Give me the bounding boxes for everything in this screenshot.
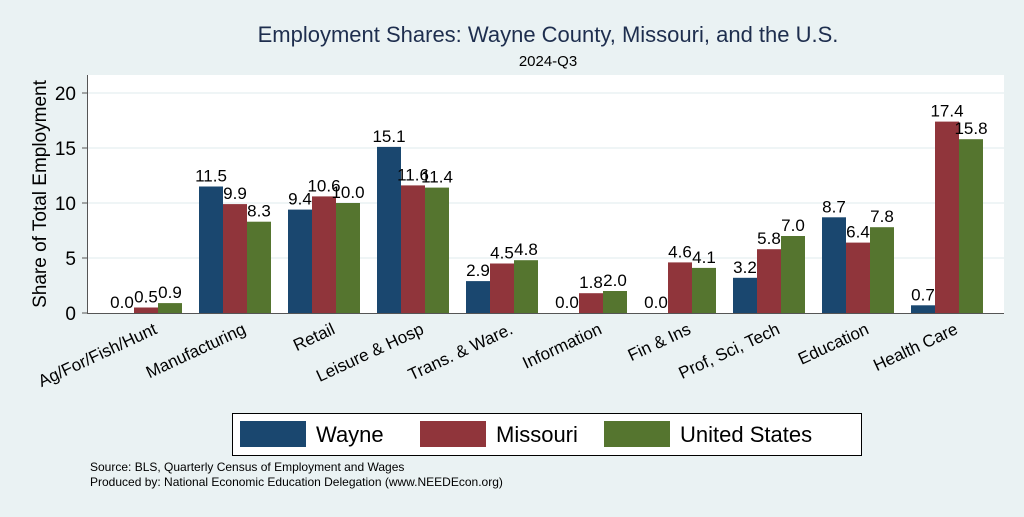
- bar-wayne: [377, 146, 401, 313]
- bar-united-states: [781, 236, 805, 313]
- data-label: 0.0: [110, 293, 134, 312]
- bar-united-states: [603, 291, 627, 313]
- legend-label: Wayne: [316, 422, 384, 447]
- data-label: 0.0: [644, 293, 668, 312]
- data-label: 0.5: [134, 288, 158, 307]
- data-label: 4.8: [514, 240, 538, 259]
- bar-missouri: [401, 185, 425, 313]
- data-label: 0.0: [555, 293, 579, 312]
- bar-wayne: [466, 281, 490, 313]
- bar-missouri: [935, 121, 959, 313]
- bar-missouri: [757, 249, 781, 313]
- bar-wayne: [199, 186, 223, 313]
- bar-wayne: [288, 209, 312, 313]
- data-label: 7.0: [781, 216, 805, 235]
- bar-united-states: [247, 221, 271, 313]
- data-label: 1.8: [579, 273, 603, 292]
- bar-united-states: [336, 203, 360, 313]
- y-tick-label: 0: [65, 304, 76, 325]
- legend-label: United States: [680, 422, 812, 447]
- bar-missouri: [846, 242, 870, 313]
- data-label: 4.1: [692, 248, 716, 267]
- y-tick-label: 20: [55, 84, 76, 105]
- data-label: 15.1: [372, 127, 405, 146]
- data-label: 0.9: [158, 283, 182, 302]
- legend-swatch: [420, 421, 486, 447]
- data-label: 8.3: [247, 202, 271, 221]
- bar-wayne: [822, 217, 846, 313]
- data-label: 11.6: [397, 165, 429, 184]
- source-note: Source: BLS, Quarterly Census of Employm…: [90, 460, 404, 474]
- data-label: 8.7: [822, 197, 846, 216]
- data-label: 10.6: [307, 176, 340, 195]
- bar-missouri: [668, 262, 692, 313]
- bar-wayne: [911, 305, 935, 313]
- chart-title: Employment Shares: Wayne County, Missour…: [258, 22, 839, 47]
- bar-united-states: [514, 260, 538, 313]
- data-label: 10.0: [331, 183, 364, 202]
- bar-united-states: [692, 267, 716, 313]
- bar-united-states: [959, 139, 983, 313]
- legend-label: Missouri: [496, 422, 578, 447]
- data-label: 3.2: [733, 258, 757, 277]
- bar-missouri: [134, 307, 158, 313]
- y-axis-label: Share of Total Employment: [30, 79, 51, 307]
- legend-swatch: [240, 421, 306, 447]
- data-label: 5.8: [757, 229, 781, 248]
- data-label: 15.8: [954, 119, 987, 138]
- bar-missouri: [579, 293, 603, 313]
- data-label: 2.0: [603, 271, 627, 290]
- chart-subtitle: 2024-Q3: [519, 53, 577, 70]
- data-label: 9.9: [223, 184, 247, 203]
- y-tick-label: 5: [65, 249, 76, 270]
- data-label: 9.4: [288, 190, 312, 209]
- y-tick-label: 10: [55, 194, 76, 215]
- data-label: 4.5: [490, 244, 514, 263]
- y-tick-label: 15: [55, 139, 76, 160]
- data-label: 2.9: [466, 261, 490, 280]
- data-label: 4.6: [668, 242, 692, 261]
- bar-missouri: [490, 263, 514, 313]
- bar-wayne: [733, 277, 757, 313]
- data-label: 7.8: [870, 207, 894, 226]
- producer-note: Produced by: National Economic Education…: [90, 475, 503, 489]
- data-label: 17.4: [930, 102, 963, 121]
- bar-united-states: [425, 187, 449, 313]
- bar-missouri: [312, 196, 336, 313]
- bar-missouri: [223, 204, 247, 313]
- legend: [232, 413, 862, 456]
- data-label: 11.5: [195, 167, 227, 186]
- legend-swatch: [604, 421, 670, 447]
- bar-united-states: [870, 227, 894, 313]
- data-label: 11.4: [421, 168, 453, 187]
- bar-united-states: [158, 303, 182, 313]
- data-label: 6.4: [846, 223, 870, 242]
- data-label: 0.7: [911, 285, 935, 304]
